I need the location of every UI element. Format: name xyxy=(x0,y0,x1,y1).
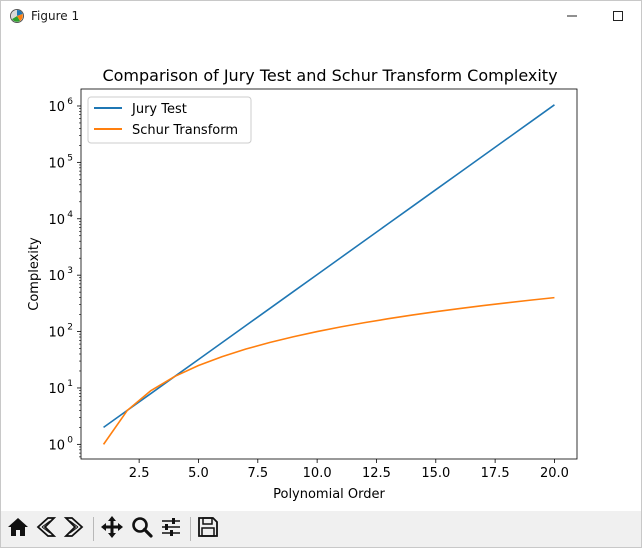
home-button[interactable] xyxy=(4,515,32,543)
toolbar-separator xyxy=(190,517,191,541)
y-tick-label: 10 xyxy=(48,438,65,453)
minimize-button[interactable] xyxy=(549,1,595,31)
y-tick-label: 10 xyxy=(48,100,65,115)
window-title: Figure 1 xyxy=(31,9,80,23)
legend-box xyxy=(87,96,252,144)
x-tick-label: 17.5 xyxy=(481,466,510,481)
x-tick-label: 12.5 xyxy=(362,466,391,481)
maximize-button[interactable] xyxy=(595,1,641,31)
y-tick-exponent: 5 xyxy=(67,153,73,163)
chart: Comparison of Jury Test and Schur Transf… xyxy=(27,66,578,502)
forward-button[interactable] xyxy=(60,515,88,543)
series-line-1 xyxy=(102,296,555,445)
zoom-button[interactable] xyxy=(128,515,156,543)
y-tick-exponent: 2 xyxy=(67,323,73,333)
y-tick-exponent: 4 xyxy=(67,210,73,220)
save-button[interactable] xyxy=(194,515,222,543)
navigation-toolbar xyxy=(1,511,641,547)
sliders-icon xyxy=(159,515,183,543)
y-tick-label: 10 xyxy=(48,269,65,284)
save-icon xyxy=(196,515,220,543)
forward-arrow-icon xyxy=(62,515,86,543)
app-icon xyxy=(9,8,25,24)
x-tick-label: 5.0 xyxy=(188,466,209,481)
y-tick-label: 10 xyxy=(48,156,65,171)
plot-area xyxy=(81,89,577,459)
y-tick-label: 10 xyxy=(48,382,65,397)
series-layer xyxy=(102,104,555,445)
chart-title: Comparison of Jury Test and Schur Transf… xyxy=(102,66,557,85)
legend-label-jury: Jury Test xyxy=(131,102,187,117)
y-tick-exponent: 6 xyxy=(67,97,73,107)
legend-label-schur: Schur Transform xyxy=(132,123,238,138)
pan-button[interactable] xyxy=(98,515,126,543)
x-tick-label: 7.5 xyxy=(247,466,268,481)
minimize-button-spacer xyxy=(550,1,596,31)
plot-frame xyxy=(80,88,578,460)
x-tick-label: 20.0 xyxy=(540,466,569,481)
y-tick-exponent: 1 xyxy=(67,379,73,389)
y-tick-exponent: 0 xyxy=(67,435,73,445)
move-icon xyxy=(100,515,124,543)
y-tick-exponent: 3 xyxy=(67,266,73,276)
minimize-icon xyxy=(566,7,578,26)
zoom-icon xyxy=(130,515,154,543)
title-bar[interactable]: Figure 1 xyxy=(1,1,641,31)
configure-subplots-button[interactable] xyxy=(157,515,185,543)
toolbar-separator xyxy=(93,517,94,541)
home-icon xyxy=(6,515,30,543)
x-tick-label: 15.0 xyxy=(421,466,450,481)
figure-canvas[interactable]: Comparison of Jury Test and Schur Transf… xyxy=(1,31,641,511)
x-tick-label: 10.0 xyxy=(303,466,332,481)
y-tick-label: 10 xyxy=(48,326,65,341)
x-axis-label: Polynomial Order xyxy=(273,487,385,502)
x-tick-label: 2.5 xyxy=(129,466,150,481)
y-axis-label: Complexity xyxy=(27,237,42,311)
maximize-icon xyxy=(612,7,624,26)
series-line-0 xyxy=(103,104,555,429)
back-button[interactable] xyxy=(32,515,60,543)
legend: Jury Test Schur Transform xyxy=(87,96,252,144)
y-tick-label: 10 xyxy=(48,213,65,228)
back-arrow-icon xyxy=(34,515,58,543)
